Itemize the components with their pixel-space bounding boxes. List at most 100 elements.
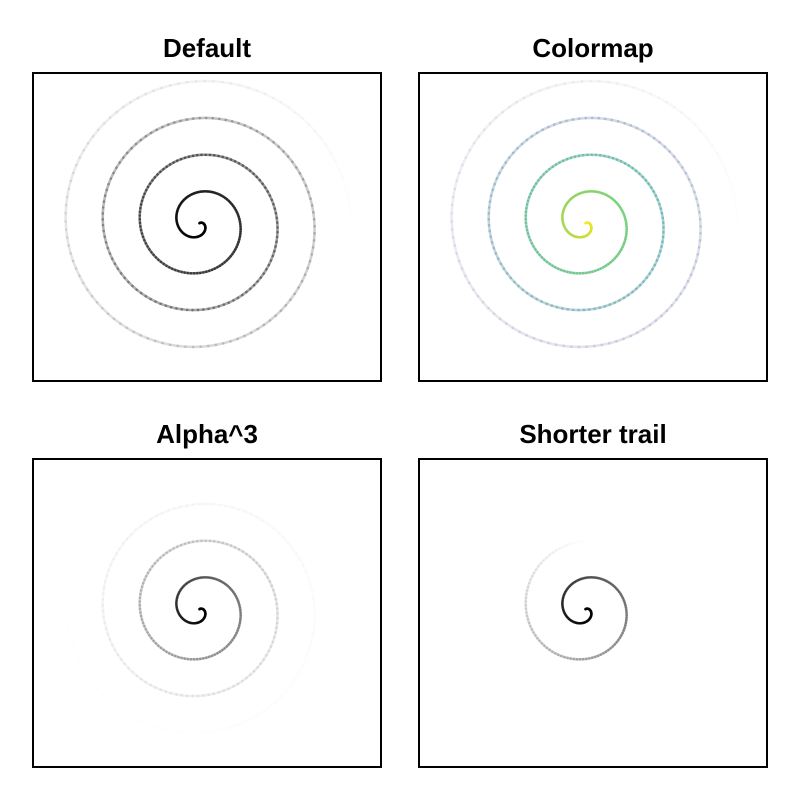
spiral-segment xyxy=(168,161,175,166)
spiral-segment xyxy=(262,268,268,275)
spiral-segment xyxy=(152,253,158,259)
spiral-segment xyxy=(530,294,538,301)
spiral-segment xyxy=(652,190,658,197)
spiral-segment xyxy=(263,572,269,579)
spiral-segment xyxy=(580,577,585,581)
spiral-segment xyxy=(326,532,331,540)
spiral-segment xyxy=(141,192,146,199)
spiral-segment xyxy=(592,343,604,348)
spiral-segment xyxy=(231,590,236,596)
spiral-segment xyxy=(587,307,596,311)
spiral-segment xyxy=(257,477,265,480)
spiral-segment xyxy=(143,574,148,582)
spiral-segment xyxy=(187,540,195,544)
spiral-segment xyxy=(277,145,285,153)
spiral-segment xyxy=(339,556,342,565)
spiral-segment xyxy=(139,611,143,618)
spiral-segment xyxy=(192,577,197,581)
spiral-segment xyxy=(525,135,534,142)
spiral-segment xyxy=(159,167,165,174)
spiral-segment xyxy=(217,540,225,545)
spiral-segment xyxy=(125,326,135,334)
spiral-segment xyxy=(262,319,272,327)
spiral-segment xyxy=(255,175,262,182)
spiral-chart-colormap xyxy=(450,79,702,349)
spiral-segment xyxy=(162,471,170,473)
spiral-segment xyxy=(513,280,520,288)
spiral-segment xyxy=(248,88,256,91)
spiral-segment xyxy=(179,156,187,161)
spiral-segment xyxy=(658,202,663,210)
spiral-segment xyxy=(616,120,626,125)
spiral-segment xyxy=(634,169,641,176)
spiral-segment xyxy=(527,192,532,199)
spiral-segment xyxy=(534,634,539,640)
spiral-segment xyxy=(212,154,220,158)
spiral-segment xyxy=(140,581,145,589)
spiral-segment xyxy=(532,182,538,189)
spiral-segment xyxy=(293,286,300,296)
spiral-segment xyxy=(230,588,235,594)
spiral-segment xyxy=(525,199,530,206)
spiral-segment xyxy=(538,253,544,259)
spiral-segment xyxy=(492,246,498,255)
spiral-segment xyxy=(690,184,696,194)
spiral-segment xyxy=(619,592,624,598)
spiral-segment xyxy=(488,194,493,203)
spiral-segment xyxy=(207,692,216,697)
spiral-segment xyxy=(95,301,104,310)
spiral-segment xyxy=(249,327,260,334)
spiral-segment xyxy=(243,331,253,338)
spiral-segment xyxy=(348,582,350,591)
spiral-segment xyxy=(451,187,457,199)
spiral-segment xyxy=(113,262,120,270)
spiral-segment xyxy=(335,161,339,169)
spiral-segment xyxy=(175,543,183,549)
spiral-segment xyxy=(185,117,195,121)
spiral-segment xyxy=(152,86,164,93)
spiral-segment xyxy=(562,344,573,348)
spiral-segment xyxy=(185,80,198,84)
spiral-segment xyxy=(335,547,339,555)
spiral-segment xyxy=(343,178,346,187)
spiral-chart-shorter-trail xyxy=(524,553,628,661)
spiral-segment xyxy=(566,656,572,660)
spiral-segment xyxy=(144,571,150,578)
spiral-segment xyxy=(577,116,588,120)
spiral-segment xyxy=(622,599,627,605)
spiral-segment xyxy=(550,304,559,309)
spiral-segment xyxy=(310,246,315,256)
spiral-segment xyxy=(562,592,566,597)
spiral-segment xyxy=(263,186,269,193)
spiral-segment xyxy=(574,578,580,583)
spiral-segment xyxy=(144,294,152,301)
spiral-segment xyxy=(139,228,144,235)
spiral-segment xyxy=(153,559,159,565)
spiral-segment xyxy=(697,239,702,249)
spiral-segment xyxy=(615,82,628,87)
spiral-segment xyxy=(525,225,529,232)
spiral-segment xyxy=(180,694,189,698)
spiral-segment xyxy=(232,682,240,688)
spiral-segment xyxy=(116,267,123,275)
spiral-segment xyxy=(539,559,545,565)
spiral-segment xyxy=(240,471,249,473)
spiral-segment xyxy=(530,242,535,248)
spiral-segment xyxy=(530,131,539,138)
spiral-segment xyxy=(273,484,281,488)
spiral-segment xyxy=(144,680,152,687)
spiral-segment xyxy=(101,306,110,316)
spiral-segment xyxy=(116,653,123,661)
spiral-segment xyxy=(216,578,221,582)
spiral-segment xyxy=(176,592,180,597)
spiral-segment xyxy=(629,331,639,338)
spiral-segment xyxy=(249,126,259,133)
spiral-segment xyxy=(170,470,179,472)
spiral-segment xyxy=(561,307,570,311)
spiral-segment xyxy=(229,158,237,163)
plot-colormap xyxy=(418,72,768,382)
spiral-segment xyxy=(134,138,143,146)
spiral-segment xyxy=(307,190,312,201)
spiral-segment xyxy=(607,80,619,85)
spiral-segment xyxy=(162,551,168,557)
